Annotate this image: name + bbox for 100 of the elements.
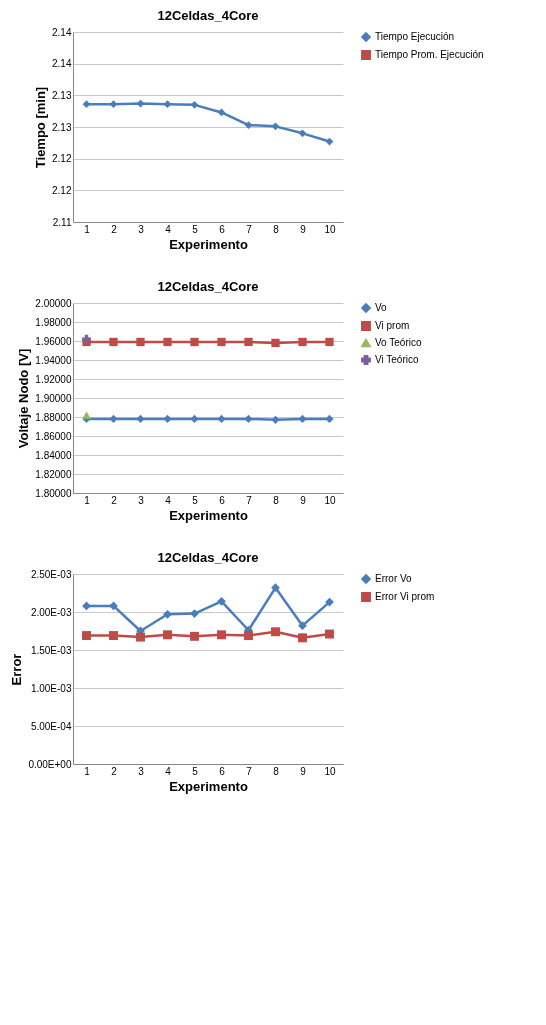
- point: [325, 629, 334, 639]
- point: [136, 337, 145, 347]
- legend-label: Vo Teórico: [375, 337, 422, 348]
- point: [136, 414, 145, 423]
- chart-title: 12Celdas_4Core: [157, 8, 259, 23]
- y-tick-label: 1.98000: [35, 316, 72, 328]
- x-tick-label: 6: [219, 494, 226, 506]
- point: [271, 415, 280, 424]
- x-tick-label: 2: [111, 223, 118, 235]
- x-tick-label: 6: [219, 765, 226, 777]
- point: [190, 631, 199, 641]
- y-tick-label: 1.84000: [35, 449, 72, 461]
- x-tick-label: 3: [138, 494, 145, 506]
- y-tick-label: 1.82000: [35, 468, 72, 480]
- point: [298, 414, 307, 423]
- y-tick-label: 1.90000: [35, 392, 72, 404]
- y-axis-title: Error: [9, 653, 25, 686]
- x-tick-label: 7: [246, 223, 253, 235]
- x-tick-label: 9: [300, 223, 307, 235]
- point: [244, 414, 253, 423]
- x-tick-label: 10: [324, 765, 336, 777]
- point: [298, 129, 307, 138]
- point: [298, 621, 307, 631]
- point: [298, 337, 307, 347]
- y-tick-label: 1.80000: [35, 487, 72, 499]
- y-tick-label: 2.11: [52, 216, 72, 228]
- y-tick-label: 2.00E-03: [30, 606, 72, 618]
- point: [244, 337, 253, 347]
- point: [82, 100, 91, 109]
- y-tick-label: 1.96000: [35, 335, 72, 347]
- point: [325, 414, 334, 423]
- x-tick-label: 1: [84, 223, 91, 235]
- point: [163, 414, 172, 423]
- y-tick-label: 1.88000: [35, 411, 72, 423]
- point: [271, 338, 280, 348]
- x-tick-label: 4: [165, 494, 172, 506]
- x-tick-label: 8: [273, 223, 280, 235]
- x-tick-label: 9: [300, 494, 307, 506]
- point: [190, 414, 199, 423]
- point: [163, 337, 172, 347]
- point: [217, 596, 226, 606]
- x-tick-label: 7: [246, 765, 253, 777]
- x-tick-label: 7: [246, 494, 253, 506]
- legend-label: Error Vo: [375, 573, 413, 584]
- x-axis-title: Experimento: [169, 507, 248, 523]
- x-tick-label: 3: [138, 765, 145, 777]
- point: [190, 337, 199, 347]
- y-axis-title: Voltaje Nodo [V]: [16, 348, 32, 449]
- point: [271, 627, 280, 637]
- point: [136, 632, 145, 642]
- point: [163, 609, 172, 619]
- legend-label: Vi prom: [375, 320, 410, 331]
- point: [244, 631, 253, 641]
- y-tick-label: 1.94000: [35, 354, 72, 366]
- x-tick-label: 5: [192, 765, 199, 777]
- point: [190, 609, 199, 618]
- x-tick-label: 2: [111, 494, 118, 506]
- point: [298, 633, 307, 643]
- point: [190, 100, 199, 109]
- y-tick-label: 2.14: [52, 26, 72, 38]
- point: [163, 100, 172, 109]
- y-tick-label: 1.00E-03: [30, 682, 72, 694]
- point: [163, 630, 172, 640]
- x-tick-label: 2: [111, 765, 118, 777]
- legend-label: Error Vi prom: [375, 591, 435, 602]
- point: [109, 337, 118, 347]
- x-tick-label: 1: [84, 494, 91, 506]
- y-tick-label: 2.00000: [35, 297, 72, 309]
- point: [271, 583, 280, 593]
- y-tick-label: 1.92000: [35, 373, 72, 385]
- point: [271, 122, 280, 131]
- point: [217, 337, 226, 347]
- point: [244, 121, 253, 129]
- x-tick-label: 5: [192, 494, 199, 506]
- y-tick-label: 1.86000: [35, 430, 72, 442]
- point: [109, 601, 118, 611]
- x-tick-label: 10: [324, 223, 336, 235]
- y-tick-label: 2.50E-03: [30, 568, 72, 580]
- x-tick-label: 1: [84, 765, 91, 777]
- point: [325, 597, 334, 607]
- x-tick-label: 8: [273, 494, 280, 506]
- y-tick-label: 0.00E+00: [28, 758, 72, 770]
- point: [109, 631, 118, 641]
- point: [82, 631, 91, 641]
- x-tick-label: 3: [138, 223, 145, 235]
- x-tick-label: 10: [324, 494, 336, 506]
- y-tick-label: 2.14: [52, 58, 72, 70]
- y-axis-title: Tiempo [min]: [33, 86, 49, 169]
- legend-label: Tiempo Prom. Ejecución: [375, 49, 484, 60]
- point: [109, 414, 118, 423]
- y-tick-label: 2.12: [52, 184, 72, 196]
- point: [217, 414, 226, 423]
- x-axis-title: Experimento: [169, 236, 248, 252]
- y-tick-label: 2.13: [52, 121, 72, 133]
- chart-title: 12Celdas_4Core: [157, 279, 259, 294]
- point: [325, 337, 334, 347]
- y-tick-label: 1.50E-03: [30, 644, 72, 656]
- x-tick-label: 9: [300, 765, 307, 777]
- x-tick-label: 5: [192, 223, 199, 235]
- x-tick-label: 8: [273, 765, 280, 777]
